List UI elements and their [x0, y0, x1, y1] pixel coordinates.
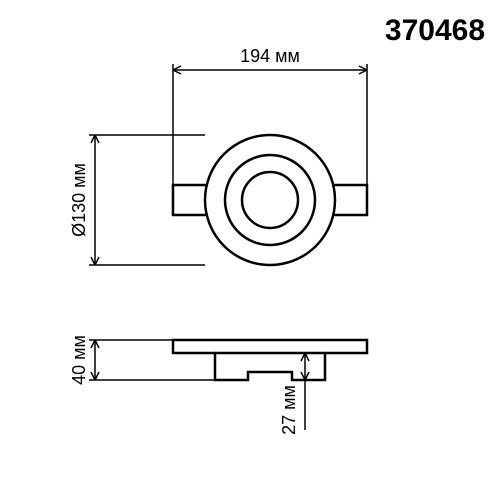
- width-label: 194 мм: [240, 46, 300, 66]
- diameter-label: Ø130 мм: [69, 163, 89, 237]
- side-view: [173, 340, 367, 380]
- product-code: 370468: [385, 14, 485, 47]
- top-view: [173, 135, 367, 265]
- inner-height-label: 27 мм: [279, 385, 299, 435]
- height-label: 40 мм: [69, 335, 89, 385]
